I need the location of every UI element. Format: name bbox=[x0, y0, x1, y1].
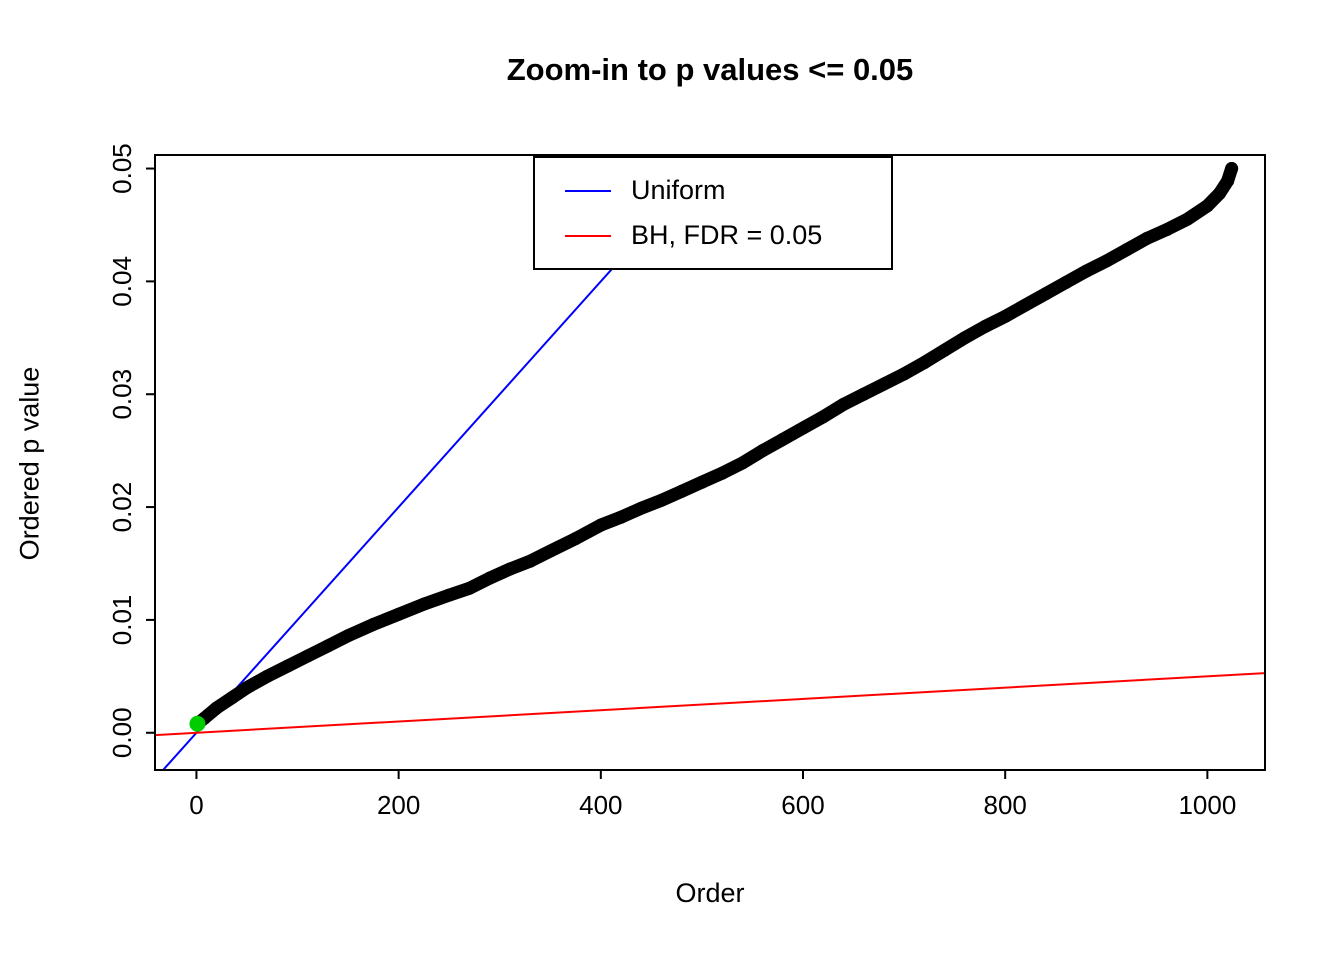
p-value-point bbox=[715, 466, 729, 480]
plot-frame bbox=[154, 154, 1266, 771]
p-value-point bbox=[321, 639, 335, 653]
p-value-point bbox=[776, 432, 790, 446]
x-tick-label: 1000 bbox=[1178, 790, 1236, 820]
legend-item-bh: BH, FDR = 0.05 bbox=[535, 220, 891, 251]
p-value-point bbox=[366, 617, 380, 631]
p-value-point bbox=[1213, 186, 1227, 200]
highlight-point bbox=[189, 715, 206, 732]
p-value-point bbox=[654, 493, 668, 507]
x-tick-label: 400 bbox=[579, 790, 622, 820]
p-value-point bbox=[1059, 276, 1073, 290]
y-tick-label: 0.03 bbox=[107, 369, 137, 420]
x-tick-label: 200 bbox=[377, 790, 420, 820]
y-tick-label: 0.00 bbox=[107, 707, 137, 758]
uniform-line bbox=[161, 155, 716, 770]
p-value-point bbox=[735, 456, 749, 470]
y-tick-label: 0.02 bbox=[107, 482, 137, 533]
p-value-point bbox=[877, 377, 891, 391]
p-value-point bbox=[483, 571, 497, 585]
p-value-point bbox=[1140, 232, 1154, 246]
p-value-point bbox=[1221, 174, 1235, 188]
y-tick-label: 0.04 bbox=[107, 256, 137, 307]
p-value-point bbox=[594, 518, 608, 532]
x-axis-label: Order bbox=[675, 878, 745, 908]
p-value-point bbox=[1120, 243, 1134, 257]
p-value-point bbox=[301, 649, 315, 663]
p-value-point bbox=[210, 701, 224, 715]
p-value-point bbox=[1018, 298, 1032, 312]
uniform-line-swatch bbox=[565, 189, 611, 192]
legend-box: Uniform BH, FDR = 0.05 bbox=[533, 156, 893, 270]
x-tick-label: 800 bbox=[983, 790, 1026, 820]
p-value-point bbox=[569, 532, 583, 546]
p-value-point bbox=[225, 691, 239, 705]
p-value-point bbox=[634, 501, 648, 515]
p-value-point bbox=[614, 510, 628, 524]
p-value-point bbox=[341, 629, 355, 643]
p-value-point bbox=[1099, 254, 1113, 268]
p-value-point bbox=[417, 597, 431, 611]
p-value-point bbox=[857, 387, 871, 401]
bh-fdr-line bbox=[155, 672, 1265, 737]
p-value-point bbox=[695, 475, 709, 489]
p-value-point bbox=[240, 681, 254, 695]
p-value-point bbox=[836, 397, 850, 411]
p-value-point bbox=[523, 554, 537, 568]
p-value-point bbox=[543, 544, 557, 558]
p-value-point bbox=[392, 607, 406, 621]
p-value-point bbox=[1225, 162, 1239, 176]
bh-line-swatch bbox=[565, 234, 611, 237]
legend-label-uniform: Uniform bbox=[631, 175, 726, 205]
p-value-point bbox=[260, 669, 274, 683]
p-value-point bbox=[978, 320, 992, 334]
p-value-point bbox=[280, 659, 294, 673]
p-value-point bbox=[998, 309, 1012, 323]
p-value-point bbox=[442, 588, 456, 602]
y-axis-label: Ordered p value bbox=[14, 366, 45, 561]
p-value-point bbox=[1200, 199, 1214, 213]
p-value-point bbox=[1079, 264, 1093, 278]
p-value-point bbox=[958, 331, 972, 345]
p-value-point bbox=[756, 444, 770, 458]
y-tick-label: 0.01 bbox=[107, 595, 137, 646]
p-value-point bbox=[1160, 222, 1174, 236]
p-value-point bbox=[1039, 287, 1053, 301]
x-tick-label: 0 bbox=[189, 790, 203, 820]
p-value-point bbox=[1180, 212, 1194, 226]
p-value-point bbox=[816, 410, 830, 424]
p-value-point bbox=[503, 562, 517, 576]
p-value-point bbox=[917, 356, 931, 370]
p-value-point bbox=[796, 421, 810, 435]
p-value-point bbox=[462, 581, 476, 595]
legend-label-bh: BH, FDR = 0.05 bbox=[631, 220, 823, 250]
p-value-point bbox=[938, 343, 952, 357]
p-value-point bbox=[897, 367, 911, 381]
legend-item-uniform: Uniform bbox=[535, 175, 891, 206]
chart-title: Zoom-in to p values <= 0.05 bbox=[506, 52, 914, 87]
x-tick-label: 600 bbox=[781, 790, 824, 820]
y-tick-label: 0.05 bbox=[107, 143, 137, 194]
p-value-point bbox=[675, 484, 689, 498]
